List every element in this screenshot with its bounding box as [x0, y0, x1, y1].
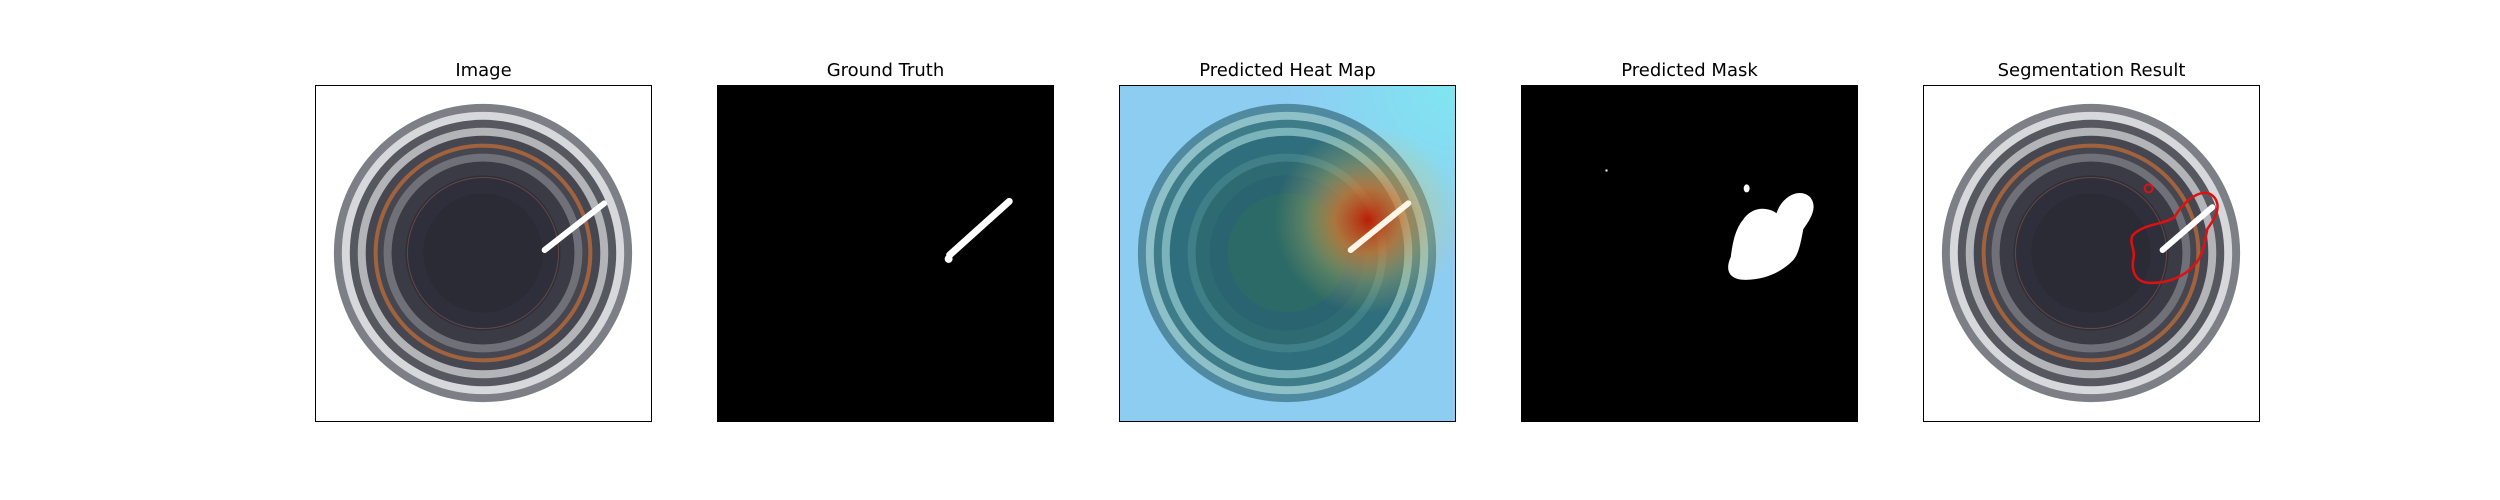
panel-segmentation-result [1923, 85, 2260, 422]
small-contour [2143, 183, 2154, 194]
panel-title-heat-map: Predicted Heat Map [1199, 60, 1376, 81]
panel-ground-truth [717, 85, 1054, 422]
panel-heat-map [1119, 85, 1456, 422]
panel-title-segmentation-result: Segmentation Result [1997, 60, 2186, 81]
panel-title-image: Image [455, 60, 512, 81]
segmentation-overlay [1924, 86, 2259, 421]
panel-title-ground-truth: Ground Truth [826, 60, 945, 81]
panel-title-predicted-mask: Predicted Mask [1621, 60, 1758, 81]
ground-truth-mask [718, 86, 1053, 421]
predicted-mask [1522, 86, 1857, 421]
panel-predicted-mask [1521, 85, 1858, 422]
segmentation-contour [2130, 191, 2219, 285]
bottle-photo [316, 86, 651, 421]
defect-streak [541, 200, 608, 254]
panel-image [315, 85, 652, 422]
heat-map-overlay [1120, 86, 1455, 421]
